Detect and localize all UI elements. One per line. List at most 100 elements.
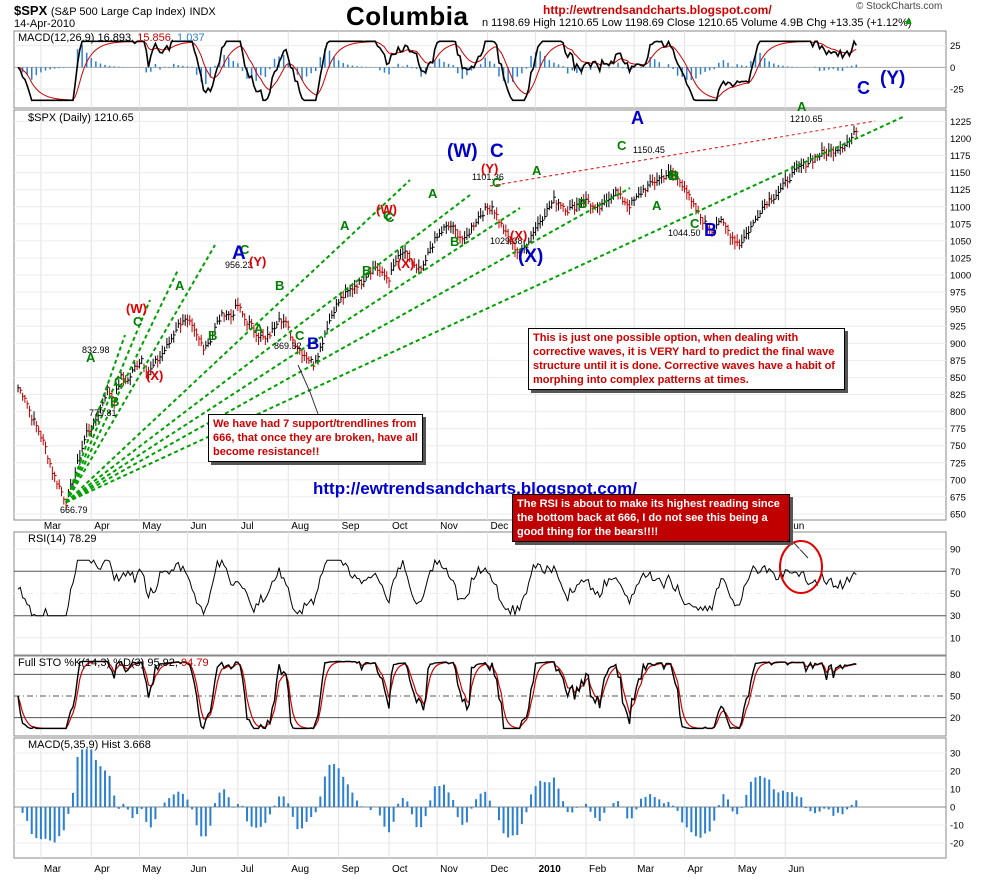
rsi-y-tick: 30	[950, 611, 961, 622]
price-y-tick: 875	[950, 356, 966, 367]
macd-legend-signal: 15.856	[137, 32, 171, 44]
wave-label-green: A	[175, 278, 185, 293]
rsi-y-tick: 90	[950, 545, 961, 556]
sto-d-line	[17, 660, 857, 730]
wave-label-green: C	[383, 208, 393, 223]
sto-y-tick: 50	[950, 692, 961, 703]
x-tick-label: Mar	[44, 521, 62, 532]
price-annotation: 1044.50	[668, 228, 701, 238]
x-tick-label: May	[738, 864, 757, 875]
x-tick-label: Jul	[241, 864, 254, 875]
x-tick-label: Aug	[291, 864, 309, 875]
rsi-y-tick: 10	[950, 633, 961, 644]
rsi-y-tick: 50	[950, 589, 961, 600]
x-tick-label: 2010	[539, 864, 562, 875]
hist-y-tick: 0	[950, 803, 955, 814]
x-tick-label: Apr	[687, 864, 703, 875]
wave-label-green: B	[275, 278, 284, 293]
wave-label-blue: (Y)	[880, 68, 905, 89]
rsi-panel-title: RSI(14) 78.29	[28, 533, 97, 545]
x-tick-label: Nov	[440, 864, 458, 875]
index-name: (S&P 500 Large Cap Index)	[50, 6, 186, 18]
price-annotation: 1210.65	[790, 114, 823, 124]
x-tick-label: Dec	[491, 521, 509, 532]
price-y-tick: 825	[950, 390, 966, 401]
macd-y-tick: 25	[950, 41, 961, 52]
wave-label-green: A	[532, 163, 542, 178]
price-annotation: 832.98	[82, 345, 110, 355]
sto-y-tick: 20	[950, 713, 961, 724]
wave-label-green: A	[797, 99, 807, 114]
price-annotation: 1101.36	[472, 172, 504, 182]
support-trendline	[65, 194, 471, 504]
price-y-tick: 800	[950, 407, 966, 418]
wave-label-green: C	[295, 328, 305, 343]
wave-label-blue: (W)	[447, 141, 478, 162]
hist-y-tick: -20	[950, 839, 964, 850]
wave-label-green: A	[254, 321, 264, 336]
wave-label-blue: A	[631, 108, 644, 128]
price-y-tick: 650	[950, 510, 966, 521]
blog-url[interactable]: http://ewtrendsandcharts.blogspot.com/	[313, 479, 637, 498]
x-tick-label: May	[142, 864, 161, 875]
price-y-tick: 675	[950, 492, 966, 503]
x-tick-label: Apr	[94, 864, 110, 875]
sto-panel-title: Full STO %K(14,3) %D(3) 95.92, 94.79	[18, 657, 209, 669]
x-tick-label: Apr	[94, 521, 110, 532]
wave-label-blue: (X)	[518, 246, 543, 267]
price-y-tick: 1125	[950, 185, 970, 196]
support-trendline	[65, 187, 631, 504]
support-trendline	[65, 269, 179, 503]
wave-label-red: (X)	[397, 256, 414, 271]
price-y-tick: 1075	[950, 219, 971, 230]
resistance-trendline	[489, 120, 876, 187]
x-tick-label: Mar	[637, 864, 655, 875]
header-symbol-line: $SPX (S&P 500 Large Cap Index) INDX	[14, 3, 216, 18]
chart-date: 14-Apr-2010	[14, 18, 76, 30]
wave-label-green: B	[362, 263, 371, 278]
note-pointer	[297, 364, 319, 415]
price-annotation: 1150.45	[633, 145, 665, 155]
header-url[interactable]: http://ewtrendsandcharts.blogspot.com/	[543, 3, 772, 17]
wave-label-red: (W)	[376, 202, 397, 217]
price-y-tick: 975	[950, 288, 966, 299]
wave-label-red: (X)	[510, 228, 527, 243]
note-rsi: The RSI is about to make its highest rea…	[512, 494, 790, 542]
wave-label-green: A	[652, 198, 662, 213]
support-trendline	[65, 179, 411, 504]
wave-label-green: A	[86, 350, 96, 365]
wave-label-red: (X)	[146, 368, 163, 383]
hist-y-tick: 10	[950, 785, 961, 796]
x-tick-label: May	[142, 521, 161, 532]
wave-label-green: B	[450, 234, 459, 249]
sto-legend-k: Full STO %K(14,3) %D(3) 95.92	[18, 657, 175, 669]
watermark: © StockCharts.com	[856, 1, 943, 12]
wave-label-red: (Y)	[249, 254, 266, 269]
price-y-tick: 950	[950, 305, 966, 316]
x-tick-label: Jun	[788, 521, 804, 532]
price-y-tick: 850	[950, 373, 966, 384]
wave-label-blue: A	[232, 243, 246, 264]
x-tick-label: Sep	[342, 864, 360, 875]
price-y-tick: 1175	[950, 151, 970, 162]
rsi-highlight-circle	[779, 540, 823, 594]
wave-label-green: B	[110, 394, 119, 409]
price-y-tick: 1200	[950, 134, 971, 145]
rsi-y-tick: 70	[950, 567, 961, 578]
wave-label-green: B	[578, 196, 587, 211]
hist-y-tick: -10	[950, 821, 964, 832]
trend-up-icon: ▲	[903, 15, 914, 27]
x-tick-label: Jun	[788, 864, 804, 875]
support-trendline	[65, 244, 216, 503]
wave-label-green: C	[492, 175, 502, 190]
price-y-tick: 725	[950, 458, 966, 469]
panel-frame-macd	[13, 30, 947, 109]
macd-panel-title: MACD(12,26,9) 16.893, 15.856, 1.037	[18, 32, 205, 44]
price-y-tick: 1225	[950, 117, 971, 128]
macd-line	[17, 39, 857, 102]
macd-legend-hist: 1.037	[177, 32, 205, 44]
quote-line: n 1198.69 High 1210.65 Low 1198.69 Close…	[482, 17, 912, 29]
x-tick-label: Dec	[491, 864, 509, 875]
price-y-tick: 700	[950, 475, 966, 486]
